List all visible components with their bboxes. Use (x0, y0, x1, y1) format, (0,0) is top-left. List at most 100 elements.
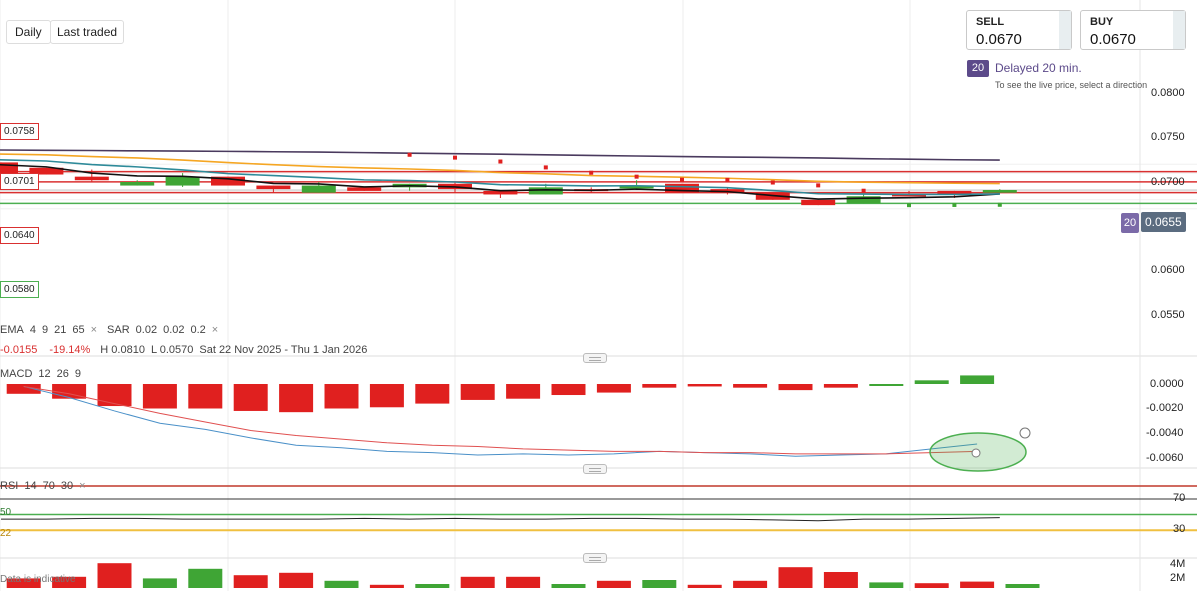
volume-bar (869, 582, 904, 588)
sar-dot (907, 203, 911, 208)
sar-dot (680, 177, 684, 182)
macd-bar (279, 384, 314, 413)
change-value: -0.0155 (0, 344, 38, 356)
sell-price: 0.0670 (976, 31, 1022, 48)
volume-axis-label: 4M (1170, 558, 1186, 570)
volume-bar (6, 578, 41, 588)
buy-button[interactable]: BUY 0.0670 (1080, 10, 1186, 50)
delay-text: Delayed 20 min. (995, 61, 1082, 75)
rsi-left-tag-22: 22 (0, 528, 12, 539)
buy-strip (1173, 11, 1185, 49)
volume-bar (551, 584, 586, 588)
candle-body (846, 196, 881, 204)
ema-line-4 (0, 163, 1000, 200)
sar-dot (453, 155, 457, 160)
candle-body (982, 190, 1017, 193)
pane-resize-handle-1[interactable] (583, 353, 607, 363)
price-stats: -0.0155 -19.14% H 0.0810 L 0.0570 Sat 22… (0, 344, 367, 356)
buy-price: 0.0670 (1090, 31, 1136, 48)
volume-bar (687, 584, 722, 588)
macd-param-1: 12 (38, 368, 51, 380)
volume-bar (733, 580, 768, 588)
macd-param-2: 26 (56, 368, 69, 380)
macd-bar (6, 384, 41, 394)
drawing-handle (1019, 427, 1031, 439)
sar-dot (770, 180, 775, 185)
macd-bar (233, 384, 268, 411)
pane-resize-handle-2[interactable] (583, 464, 607, 474)
sar-param-3: 0.2 (190, 324, 206, 336)
sar-dot (634, 174, 639, 179)
sar-dots (407, 152, 1002, 208)
rsi-left-tag-50: 50 (0, 507, 12, 518)
sar-dot (543, 165, 548, 170)
macd-axis-label: -0.0040 (1146, 427, 1184, 439)
macd-signal-line (23, 385, 978, 455)
macd-legend: MACD 12 26 9 (0, 368, 81, 380)
level-tag-0580[interactable]: 0.0580 (0, 281, 39, 298)
macd-line (23, 385, 978, 457)
volume-bar (324, 580, 359, 588)
ema-label[interactable]: EMA (0, 324, 24, 336)
last-price-marker: 20 0.0655 (1121, 212, 1186, 233)
sell-label: SELL (976, 16, 1005, 28)
indicator-legend: EMA 4 9 21 65 × SAR 0.02 0.02 0.2 × (0, 324, 218, 336)
volume-bar (506, 576, 541, 588)
sar-param-2: 0.02 (163, 324, 185, 336)
volume-bar (233, 575, 268, 588)
level-tag-0640[interactable]: 0.0640 (0, 227, 39, 244)
ema-period-2: 9 (41, 324, 49, 336)
ema-line-21 (0, 153, 1000, 185)
rsi-close-icon[interactable]: × (79, 480, 86, 492)
low-value: L 0.0570 (150, 344, 194, 356)
period-selector[interactable]: Daily (6, 20, 51, 44)
ema-line-65 (0, 149, 1000, 161)
macd-axis-label: -0.0020 (1146, 402, 1184, 414)
macd-bar (778, 384, 813, 391)
delay-hint: To see the live price, select a directio… (995, 80, 1148, 90)
ema-line-9 (0, 159, 1000, 196)
high-value: H 0.0810 (100, 344, 145, 356)
level-tag-0701[interactable]: 0.0701 (0, 173, 39, 190)
sar-label[interactable]: SAR (107, 324, 130, 336)
candle-body (937, 190, 972, 195)
macd-bar (960, 375, 995, 384)
sar-dot (816, 183, 821, 188)
volume-axis-label: 2M (1170, 572, 1186, 584)
level-tag-0758[interactable]: 0.0758 (0, 123, 39, 140)
sar-dot (997, 202, 1002, 207)
volume-bar (960, 581, 995, 588)
drawing-handle (971, 448, 981, 458)
date-range: Sat 22 Nov 2025 - Thu 1 Jan 2026 (199, 344, 368, 356)
volume-bar (369, 584, 404, 588)
macd-bar (687, 384, 722, 387)
macd-bar (188, 384, 223, 409)
sar-close-icon[interactable]: × (211, 324, 219, 336)
macd-bar (415, 384, 450, 404)
volume-bar (1005, 584, 1040, 588)
macd-label[interactable]: MACD (0, 368, 33, 380)
candle-body (211, 176, 245, 186)
ema-close-icon[interactable]: × (90, 324, 98, 336)
sar-param-1: 0.02 (135, 324, 158, 336)
candle-body (483, 190, 518, 195)
price-axis-label: 0.0800 (1151, 87, 1185, 99)
rsi-param-3: 30 (60, 480, 74, 492)
pane-resize-handle-3[interactable] (583, 553, 607, 563)
rsi-label[interactable]: RSI (0, 480, 19, 492)
last-price-value: 0.0655 (1141, 212, 1186, 232)
last-price-badge: 20 (1121, 213, 1139, 233)
change-percent: -19.14% (49, 344, 91, 356)
candle-body (801, 199, 836, 206)
price-type-selector[interactable]: Last traded (50, 20, 125, 44)
sar-dot (407, 152, 412, 157)
volume-bar (97, 563, 132, 588)
macd-axis-label: -0.0060 (1146, 452, 1184, 464)
candle-body (256, 185, 291, 190)
macd-bar (733, 384, 768, 388)
sell-button[interactable]: SELL 0.0670 (966, 10, 1072, 50)
macd-axis-label: 0.0000 (1150, 378, 1184, 390)
candle-body (120, 182, 155, 186)
